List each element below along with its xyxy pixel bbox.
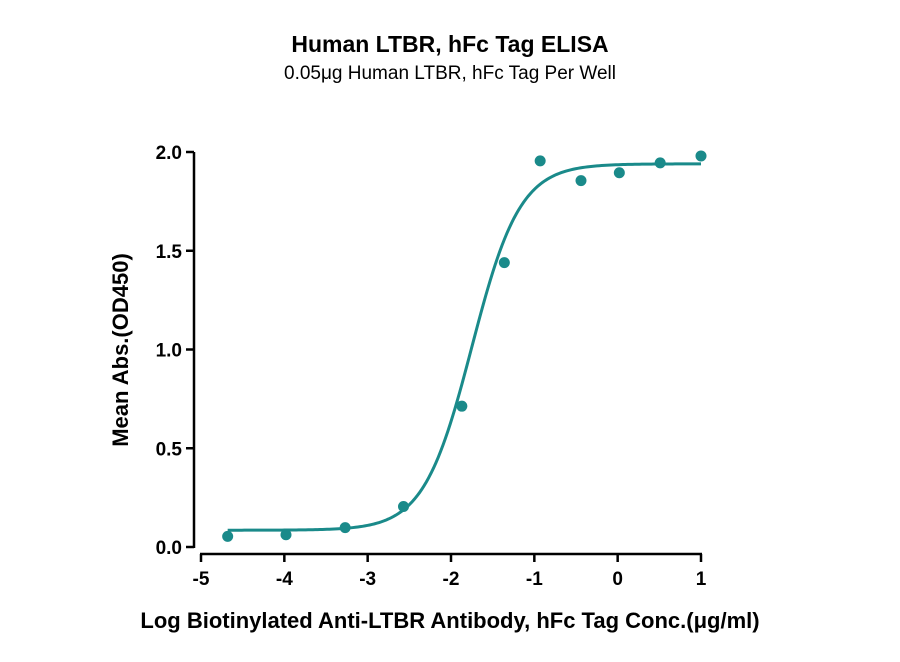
x-tick-label: 1 bbox=[696, 569, 707, 590]
data-points-layer bbox=[222, 150, 707, 542]
y-tick-label: 1.5 bbox=[156, 242, 183, 263]
y-axis-label: Mean Abs.(OD450) bbox=[108, 253, 133, 447]
data-point bbox=[456, 400, 468, 412]
data-point bbox=[339, 522, 351, 534]
axes: 0.0 0.5 1.0 1.5 2.0 -5 -4 -3 -2 -1 0 1 bbox=[156, 143, 707, 590]
x-tick-label: -3 bbox=[359, 569, 376, 590]
fit-curve-layer bbox=[227, 162, 701, 532]
data-point bbox=[222, 530, 234, 542]
y-tick-label: 0.5 bbox=[156, 439, 183, 460]
data-point bbox=[575, 175, 587, 187]
x-tick-label: -2 bbox=[443, 569, 460, 590]
x-tick-label: -5 bbox=[193, 569, 210, 590]
x-tick-label: 0 bbox=[612, 569, 623, 590]
data-point bbox=[534, 155, 546, 167]
x-axis-label: Log Biotinylated Anti-LTBR Antibody, hFc… bbox=[140, 608, 759, 633]
data-point bbox=[654, 157, 666, 169]
data-point bbox=[613, 167, 625, 179]
y-tick-label: 0.0 bbox=[156, 538, 182, 559]
data-point bbox=[280, 529, 292, 541]
chart-title: Human LTBR, hFc Tag ELISA bbox=[291, 31, 609, 57]
chart-subtitle: 0.05μg Human LTBR, hFc Tag Per Well bbox=[284, 63, 616, 84]
x-tick-label: -4 bbox=[276, 569, 293, 590]
fit-curve-line bbox=[227, 162, 701, 532]
y-tick-label: 2.0 bbox=[156, 143, 182, 164]
y-tick-label: 1.0 bbox=[156, 341, 182, 362]
x-tick-label: -1 bbox=[526, 569, 543, 590]
data-point bbox=[398, 501, 409, 513]
data-point bbox=[498, 257, 510, 269]
data-point bbox=[695, 150, 707, 162]
